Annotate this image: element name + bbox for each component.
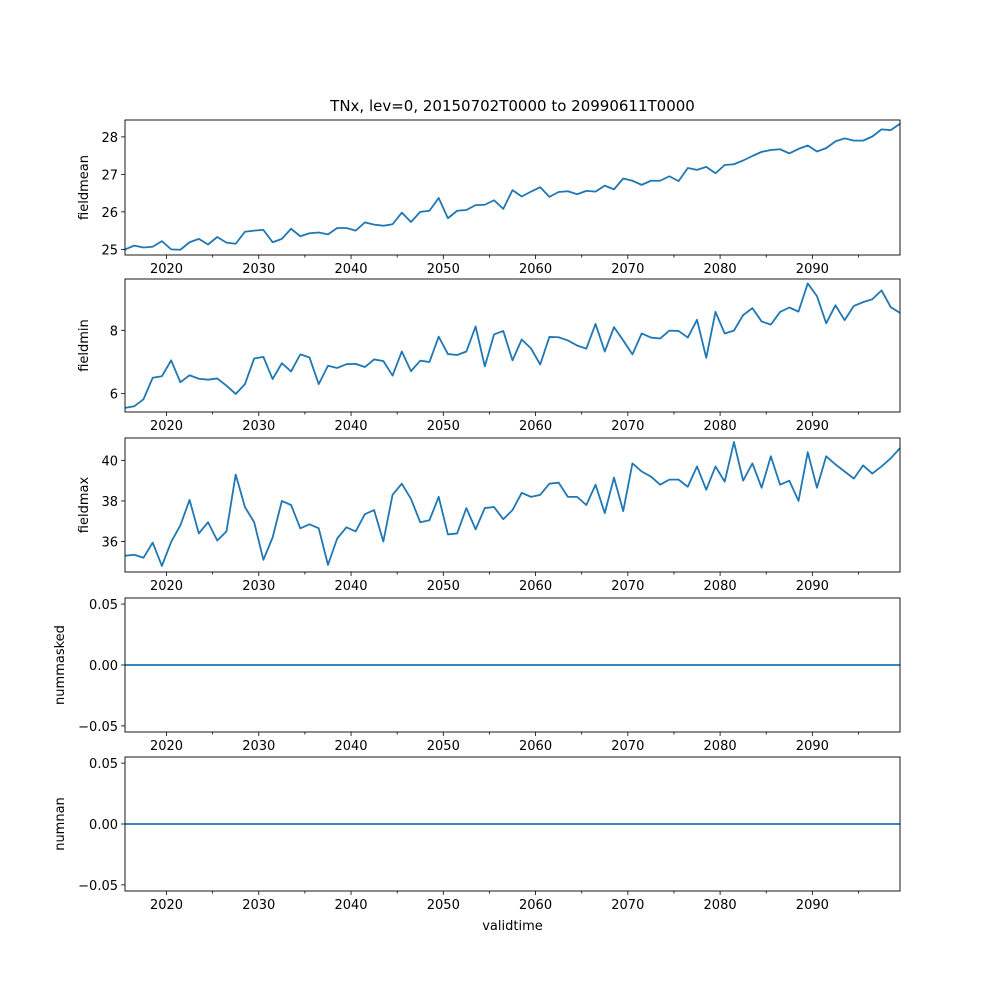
x-tick-label: 2070 — [611, 579, 644, 594]
y-axis-label: nummasked — [53, 625, 68, 705]
x-tick-label: 2080 — [704, 579, 737, 594]
x-tick-label: 2040 — [334, 262, 367, 277]
x-tick-label: 2030 — [242, 262, 275, 277]
y-axis-label: fieldmin — [77, 319, 92, 372]
x-tick-label: 2060 — [519, 898, 552, 913]
x-tick-label: 2070 — [611, 262, 644, 277]
x-tick-label: 2030 — [242, 579, 275, 594]
subplot-fieldmean: 2020 2030 2040 2050 2060 2070 2080 2090 25 26 27 28… — [77, 119, 901, 277]
y-tick-label: 25 — [101, 243, 118, 258]
x-tick-label: 2050 — [427, 262, 460, 277]
y-tick-label: 40 — [101, 454, 118, 469]
plot-frame — [124, 756, 901, 892]
series-line-fieldmean — [125, 123, 900, 251]
x-tick-label: 2080 — [704, 262, 737, 277]
x-axis-label: validtime — [482, 919, 543, 934]
x-tick-label: 2030 — [242, 419, 275, 434]
plot-frame — [124, 119, 901, 256]
x-tick-label: 2090 — [796, 579, 829, 594]
y-tick-label: 0.05 — [89, 598, 118, 613]
x-tick-label: 2060 — [519, 419, 552, 434]
x-tick-label: 2090 — [796, 739, 829, 754]
y-tick-label: 36 — [101, 536, 118, 551]
x-tick-label: 2030 — [242, 898, 275, 913]
y-axis-label: fieldmax — [77, 477, 92, 534]
subplot-stack: 2020 2030 2040 2050 2060 2070 2080 2090 25 26 27 28… — [53, 119, 901, 913]
x-tick-label: 2090 — [796, 898, 829, 913]
plot-frame — [124, 278, 901, 413]
y-tick-label: 0.00 — [89, 659, 118, 674]
y-axis-label: numnan — [53, 797, 68, 851]
plot-frame — [124, 437, 901, 573]
y-tick-label: 6 — [110, 388, 118, 403]
x-tick-label: 2020 — [150, 579, 183, 594]
y-tick-label: 26 — [101, 206, 118, 221]
y-tick-label: 27 — [101, 168, 118, 183]
plot-frame — [124, 597, 901, 733]
y-tick-label: 38 — [101, 495, 118, 510]
x-tick-label: 2020 — [150, 739, 183, 754]
x-tick-label: 2080 — [704, 898, 737, 913]
chart-title: TNx, lev=0, 20150702T0000 to 20990611T00… — [329, 97, 695, 115]
x-tick-label: 2090 — [796, 419, 829, 434]
subplot-fieldmin: 2020 2030 2040 2050 2060 2070 2080 2090 6 8 fieldm… — [77, 278, 901, 434]
series-line-fieldmax — [125, 441, 900, 567]
subplot-nummasked: 2020 2030 2040 2050 2060 2070 2080 2090 −0.05 0.0… — [53, 597, 901, 754]
y-tick-label: −0.05 — [78, 720, 118, 735]
x-tick-label: 2060 — [519, 579, 552, 594]
subplot-numnan: 2020 2030 2040 2050 2060 2070 2080 2090 −0.05 0.0… — [53, 756, 901, 913]
x-tick-label: 2040 — [334, 419, 367, 434]
y-tick-label: 8 — [110, 324, 118, 339]
subplot-fieldmax: 2020 2030 2040 2050 2060 2070 2080 2090 36 38 40 fi… — [77, 437, 901, 594]
x-tick-label: 2070 — [611, 419, 644, 434]
x-tick-label: 2090 — [796, 262, 829, 277]
x-tick-label: 2080 — [704, 739, 737, 754]
x-tick-label: 2020 — [150, 262, 183, 277]
x-tick-label: 2030 — [242, 739, 275, 754]
x-tick-label: 2020 — [150, 898, 183, 913]
x-tick-label: 2070 — [611, 898, 644, 913]
x-tick-label: 2050 — [427, 739, 460, 754]
x-tick-label: 2070 — [611, 739, 644, 754]
series-line-fieldmin — [125, 282, 900, 409]
x-tick-label: 2040 — [334, 739, 367, 754]
y-axis-label: fieldmean — [77, 155, 92, 220]
y-tick-label: 0.00 — [89, 818, 118, 833]
x-tick-label: 2050 — [427, 419, 460, 434]
x-tick-label: 2060 — [519, 739, 552, 754]
x-tick-label: 2080 — [704, 419, 737, 434]
x-tick-label: 2050 — [427, 579, 460, 594]
x-tick-label: 2060 — [519, 262, 552, 277]
x-tick-label: 2050 — [427, 898, 460, 913]
x-tick-label: 2040 — [334, 579, 367, 594]
y-tick-label: 28 — [101, 131, 118, 146]
x-tick-label: 2040 — [334, 898, 367, 913]
x-tick-label: 2020 — [150, 419, 183, 434]
y-tick-label: −0.05 — [78, 879, 118, 894]
y-tick-label: 0.05 — [89, 757, 118, 772]
